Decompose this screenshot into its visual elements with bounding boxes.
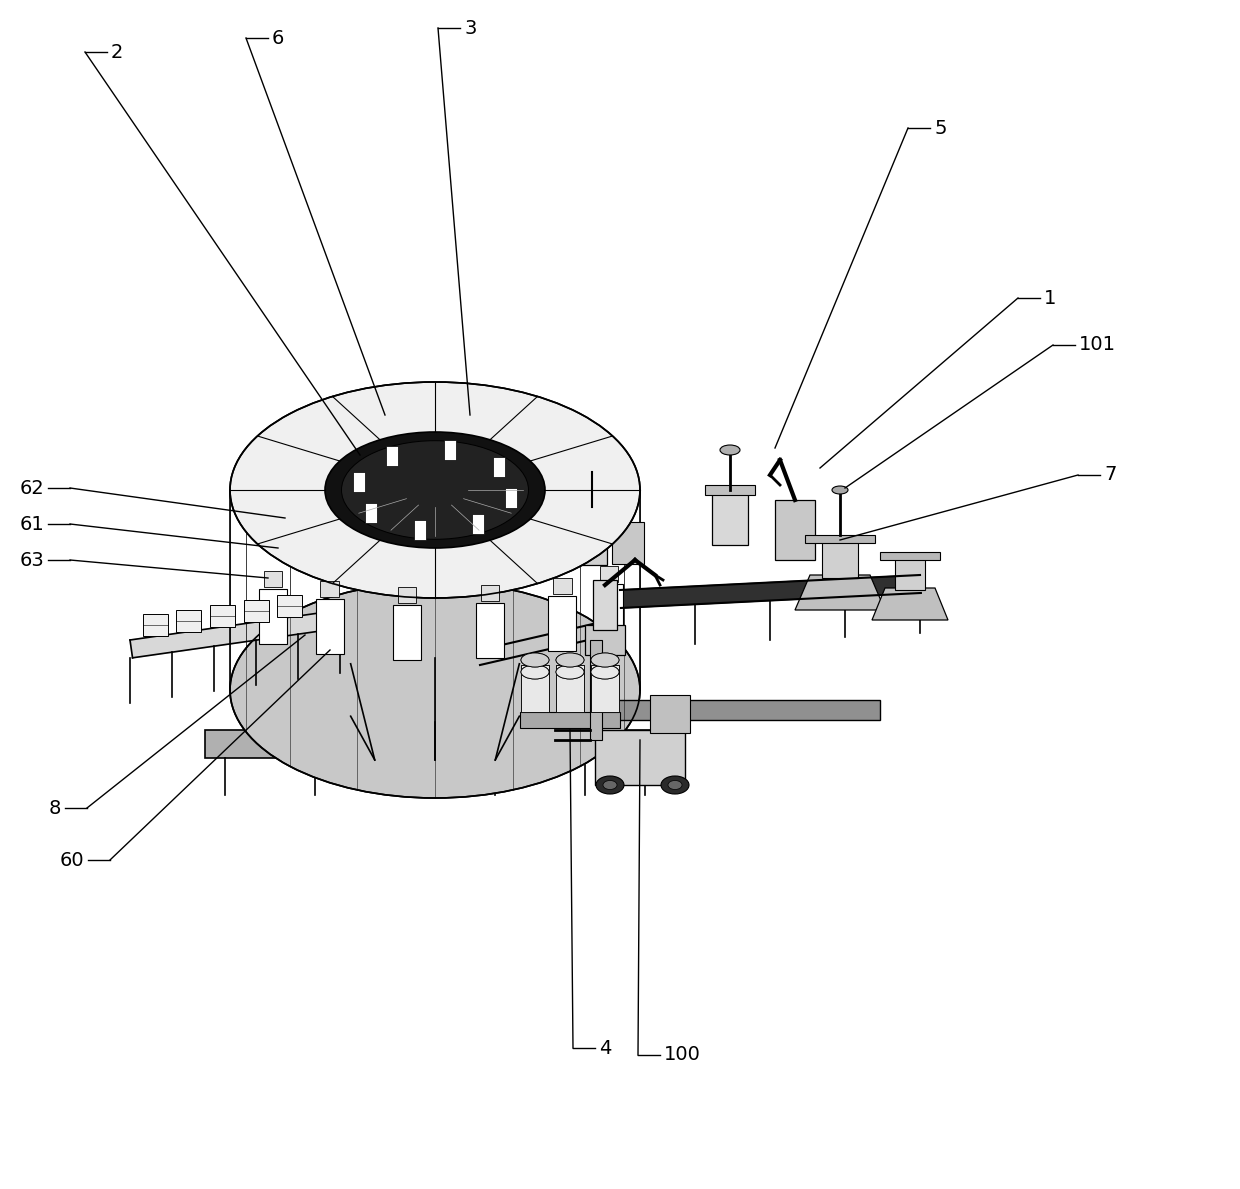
Bar [600,566,619,583]
Bar [205,730,665,759]
Text: 6: 6 [272,29,284,48]
Ellipse shape [229,581,640,798]
Bar [521,665,549,712]
Bar [481,585,500,602]
Ellipse shape [832,486,848,493]
Bar [775,501,815,560]
Bar [520,712,620,728]
Ellipse shape [591,665,619,679]
Polygon shape [130,610,342,658]
Ellipse shape [556,653,584,667]
Bar [471,514,484,534]
Text: 61: 61 [20,515,43,534]
Bar [712,490,748,545]
Ellipse shape [661,776,689,794]
Bar [398,586,417,603]
Ellipse shape [720,445,740,455]
Bar [595,584,622,640]
Bar [805,535,875,543]
Text: 60: 60 [60,850,84,869]
Ellipse shape [521,653,549,667]
Bar [591,665,619,712]
Text: 3: 3 [464,19,476,38]
Bar [259,589,286,643]
Bar [414,520,427,540]
Ellipse shape [556,665,584,679]
Ellipse shape [521,665,549,679]
Text: 62: 62 [20,478,43,497]
Bar [521,665,549,712]
Bar [880,552,940,560]
Text: 4: 4 [599,1038,611,1057]
Ellipse shape [341,441,528,540]
Text: 63: 63 [20,551,43,570]
Ellipse shape [556,653,584,667]
Bar [264,571,283,586]
Bar [316,599,343,654]
Ellipse shape [325,432,546,548]
Ellipse shape [521,653,549,667]
Text: 100: 100 [663,1045,701,1064]
Bar [591,665,619,712]
Bar [548,596,577,652]
Bar [590,640,601,740]
Text: 2: 2 [112,43,123,62]
Ellipse shape [603,780,618,789]
Bar [444,440,456,460]
Bar [895,558,925,590]
Bar [822,540,858,578]
Bar [553,578,572,594]
Ellipse shape [591,665,619,679]
Bar [613,522,644,564]
Bar [577,520,608,565]
Bar [593,580,618,630]
Bar [353,472,366,492]
Bar [476,604,505,659]
Ellipse shape [591,653,619,667]
Bar [320,581,339,597]
Polygon shape [795,575,885,610]
Bar [176,610,201,631]
Text: 1: 1 [1044,289,1056,308]
Polygon shape [872,589,949,619]
Bar [650,696,689,732]
Bar [556,665,584,712]
Text: 8: 8 [48,799,61,818]
Ellipse shape [556,665,584,679]
Bar [210,605,234,627]
Bar [365,503,377,522]
Bar [706,485,755,495]
Text: 7: 7 [1104,466,1116,484]
Bar [595,730,684,785]
Text: 101: 101 [1079,335,1116,354]
Bar [556,665,584,712]
Ellipse shape [591,653,619,667]
Ellipse shape [668,780,682,789]
Bar [505,487,517,508]
Text: 5: 5 [934,119,946,138]
Ellipse shape [596,776,624,794]
Bar [277,596,303,617]
Bar [386,446,398,466]
Bar [585,625,625,655]
Bar [393,604,422,660]
Polygon shape [231,382,435,798]
Bar [494,458,505,478]
Bar [572,515,613,523]
Polygon shape [435,382,640,798]
Bar [243,600,269,622]
Bar [600,700,880,721]
Polygon shape [620,575,921,608]
Ellipse shape [229,382,640,598]
Ellipse shape [521,665,549,679]
Bar [143,615,167,636]
